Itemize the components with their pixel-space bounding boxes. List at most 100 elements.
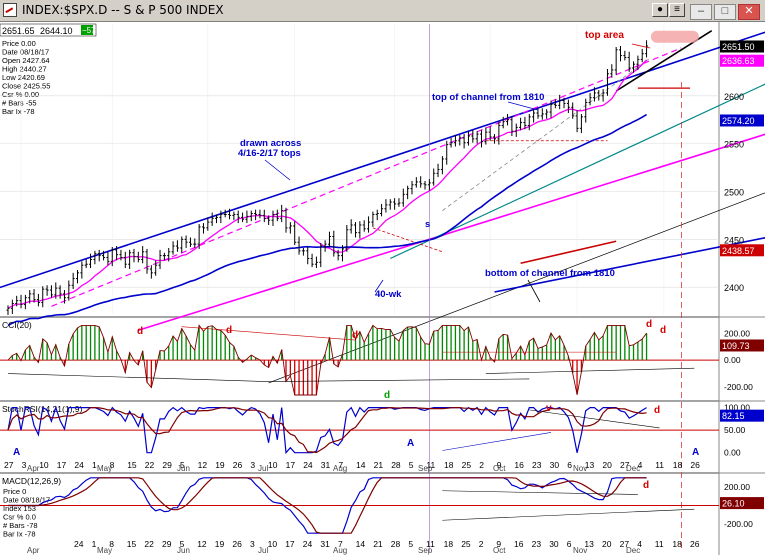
price-panel [0,22,719,316]
list-icon[interactable]: ≡ [669,3,685,17]
stochrsi-value-tag [720,409,764,422]
cci-tick-label: -200.00 [724,382,753,392]
price-info-line: High 2440.27 [2,65,47,74]
cci-label: CCI(20) [2,320,32,330]
date-tick-label: 14 [356,460,366,470]
price-info-line: Low 2420.69 [2,73,45,82]
price-marker-label: 2651.50 [722,42,755,52]
stochrsi-value-label: 82.15 [722,411,745,421]
date-tick-label: 27 [620,460,630,470]
pin-icon[interactable]: ● [652,3,668,17]
stochrsi-marker: A [407,438,414,449]
price-marker-tag [720,244,764,257]
price-info-line: Date 08/18/17 [2,48,49,57]
macd-value-label: 26.10 [722,499,745,509]
stochrsi-signal-line [7,406,647,454]
macd-date-tick-label: 12 [197,539,207,549]
macd-tick-label: 200.00 [724,482,750,492]
price-info-line: Price 0.00 [2,39,36,48]
close-button[interactable]: ✕ [738,4,760,20]
price-annotation: top area [585,30,624,41]
macd-info-line: Price 0 [3,487,26,496]
date-tick-label: 3 [22,460,27,470]
stochrsi-marker: v [546,403,552,414]
ma-magenta-line [7,59,648,309]
stochrsi-tick-label: 50.00 [724,425,746,435]
maximize-button[interactable]: □ [714,4,736,20]
month-label: Aug [333,464,347,473]
date-tick-label: 8 [110,460,115,470]
price-marker-label: 2636.63 [722,56,755,66]
cci-tick-label: 0.00 [724,355,741,365]
magenta-trend-line [138,133,765,332]
date-tick-label: 27 [4,460,14,470]
price-annotation: bottom of channel from 1810 [485,268,615,279]
macd-info-line: Index 153 [3,504,36,513]
macd-date-tick-label: 28 [391,539,401,549]
price-annotation: 40-wk [375,289,402,300]
date-tick-label: 20 [602,460,612,470]
price-marker-tag [720,40,764,53]
ma-blue-line [7,113,648,327]
macd-date-tick-label: 6 [567,539,572,549]
top-area-highlight [650,30,699,43]
price-annotation: 4/16-2/17 tops [238,148,301,159]
price-tick-label: 2500 [724,187,744,197]
date-tick-label: 1 [92,460,97,470]
date-tick-label: 30 [550,460,560,470]
month-label: Sep [418,464,433,473]
macd-month-label: Jun [177,546,190,555]
macd-date-tick-label: 18 [444,539,454,549]
macd-month-label: Dec [626,546,640,555]
right-axis [719,22,765,555]
cci-marker: d [660,325,666,336]
cci-marker: d [137,326,143,337]
price-info-line: Close 2425.55 [2,82,50,91]
price-tick-label: 2600 [724,92,744,102]
date-tick-label: 2 [479,460,484,470]
macd-date-tick-label: 11 [426,539,435,549]
cci-value-label: 109.73 [722,341,750,351]
macd-date-tick-label: 16 [514,539,524,549]
red-trend-line [520,240,617,265]
date-tick-label: 6 [567,460,572,470]
macd-date-tick-label: 26 [232,539,242,549]
price-marker-tag [720,114,764,127]
macd-date-tick-label: 30 [549,539,559,549]
date-tick-label: 12 [198,460,208,470]
window-title: INDEX:$SPX.D -- S & P 500 INDEX [22,3,224,17]
price-annotation: drawn across [240,138,301,149]
macd-label: MACD(12,26,9) [2,476,61,486]
date-tick-label: 23 [532,460,542,470]
price-info-line: Bar Ix -78 [2,107,35,116]
date-tick-label: 4 [638,460,643,470]
date-tick-label: 29 [162,460,172,470]
date-tick-label: 28 [391,460,401,470]
date-tick-label: 3 [250,460,255,470]
month-label: Oct [493,464,506,473]
macd-value-tag [720,497,764,510]
month-label: Apr [27,464,40,473]
date-tick-label: 24 [74,460,84,470]
minimize-button[interactable]: – [690,4,712,20]
date-tick-label: 21 [374,460,384,470]
macd-date-tick-label: 20 [602,539,612,549]
macd-info-line: Date 08/18/17 [3,496,50,505]
macd-date-tick-label: 31 [320,539,330,549]
top-value-box: −57 [82,26,96,35]
cci-marker: d [226,325,232,336]
month-label: May [97,464,112,473]
macd-date-tick-label: 19 [215,539,225,549]
macd-date-tick-label: 25 [461,539,471,549]
macd-date-tick-label: 5 [408,539,413,549]
macd-date-tick-label: 29 [162,539,172,549]
price-marker-label: 2574.20 [722,116,755,126]
gray-dashed-line [442,57,652,211]
cci-tick-label: 200.00 [724,328,750,338]
macd-month-label: Jul [258,546,268,555]
macd-date-tick-label: 8 [109,539,114,549]
macd-date-tick-label: 21 [373,539,383,549]
macd-date-tick-label: 24 [303,539,313,549]
date-tick-label: 11 [426,460,435,470]
